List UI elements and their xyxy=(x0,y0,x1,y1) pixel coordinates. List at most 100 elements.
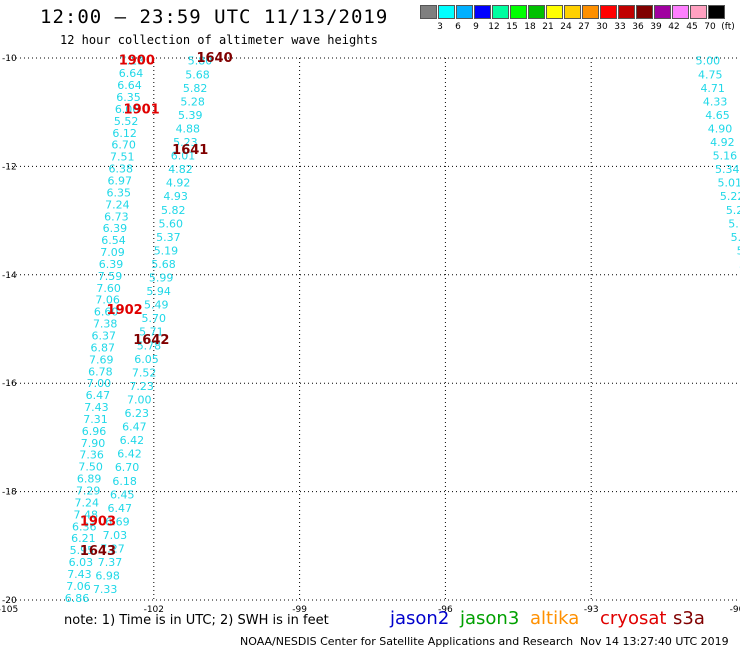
pass-time-label: 1900 xyxy=(119,54,155,69)
wave-height-label: 6.54 xyxy=(101,234,126,247)
wave-height-label: 5.49 xyxy=(144,299,169,312)
legend-swatch xyxy=(672,5,689,19)
legend-label: 12 xyxy=(488,22,500,32)
legend-swatch xyxy=(546,5,563,19)
wave-height-label: 5.82 xyxy=(161,204,186,217)
wave-height-label: 6.45 xyxy=(110,488,135,501)
wave-height-label: 7.09 xyxy=(100,246,125,259)
y-tick-label: -14 xyxy=(2,271,17,281)
legend-label: 30 xyxy=(596,22,608,32)
wave-height-label: 7.36 xyxy=(79,449,104,462)
wave-height-label: 4.65 xyxy=(705,109,730,122)
legend-swatch xyxy=(492,5,509,19)
legend-label: 33 xyxy=(614,22,626,32)
legend-swatch xyxy=(528,5,545,19)
x-tick-label: -99 xyxy=(292,605,307,615)
wave-height-label: 6.60 xyxy=(94,306,119,319)
legend-swatch xyxy=(564,5,581,19)
wave-height-label: 5.01 xyxy=(717,177,740,190)
wave-height-label: 5.68 xyxy=(151,258,176,271)
wave-height-label: 7.03 xyxy=(103,529,128,542)
wave-height-label: 5.80 xyxy=(188,55,213,68)
wave-height-label: 7.24 xyxy=(74,496,99,509)
color-legend xyxy=(420,5,726,19)
legend-label: 3 xyxy=(437,22,443,32)
legend-label: 39 xyxy=(650,22,662,32)
wave-height-label: 6.98 xyxy=(95,570,120,583)
wave-height-label: 5.00 xyxy=(696,55,721,68)
wave-height-label: 6.05 xyxy=(134,353,159,366)
wave-height-label: 6.39 xyxy=(99,258,124,271)
legend-swatch xyxy=(690,5,707,19)
wave-height-label: 4.75 xyxy=(698,68,723,81)
legend-label: (ft) xyxy=(721,22,735,32)
legend-label: 15 xyxy=(506,22,518,32)
wave-height-label: 7.69 xyxy=(89,353,114,366)
wave-height-label: 4.93 xyxy=(163,190,188,203)
legend-swatch xyxy=(438,5,455,19)
wave-height-label: 5.82 xyxy=(183,82,208,95)
satellite-label-s3a: s3a xyxy=(673,608,705,629)
y-tick-label: -20 xyxy=(2,596,17,606)
legend-label: 6 xyxy=(455,22,461,32)
wave-height-label: 5.19 xyxy=(154,244,179,257)
wave-height-label: 7.60 xyxy=(96,282,121,295)
wave-height-label: 5. xyxy=(737,244,740,257)
wave-height-label: 5.1 xyxy=(731,231,740,244)
wave-height-label: 5.28 xyxy=(180,95,205,108)
pass-time-label: 1640 xyxy=(196,51,232,66)
wave-height-label: 5.99 xyxy=(149,272,174,285)
wave-height-label: 6.12 xyxy=(112,127,137,140)
x-tick-label: -93 xyxy=(584,605,599,615)
wave-height-label: 7.00 xyxy=(87,377,112,390)
legend-swatch xyxy=(654,5,671,19)
wave-height-label: 6.37 xyxy=(91,330,116,343)
wave-height-label: 4.88 xyxy=(176,122,201,135)
wave-height-label: 5.94 xyxy=(146,285,171,298)
legend-swatch xyxy=(618,5,635,19)
wave-height-label: 6.89 xyxy=(77,473,102,486)
wave-height-label: 6.47 xyxy=(86,389,111,402)
y-tick-label: -10 xyxy=(2,54,17,64)
wave-height-label: 5.16 xyxy=(713,150,738,163)
wave-height-label: 7.43 xyxy=(84,401,109,414)
footer-note: note: 1) Time is in UTC; 2) SWH is in fe… xyxy=(64,613,329,628)
wave-height-label: 7.23 xyxy=(129,380,154,393)
wave-height-label: 7.24 xyxy=(105,198,130,211)
wave-height-label: 5.1 xyxy=(728,217,740,230)
wave-height-label: 4.92 xyxy=(166,177,191,190)
y-tick-label: -12 xyxy=(2,162,17,172)
legend-label: 18 xyxy=(524,22,536,32)
wave-height-label: 5.52 xyxy=(114,115,139,128)
pass-time-label: 1643 xyxy=(80,544,116,559)
chart-subtitle: 12 hour collection of altimeter wave hei… xyxy=(60,33,378,47)
wave-height-label: 6.21 xyxy=(71,532,96,545)
x-tick-label: -90 xyxy=(730,605,740,615)
wave-height-label: 5.2 xyxy=(726,204,740,217)
wave-height-label: 6.73 xyxy=(104,210,129,223)
wave-height-label: 5.60 xyxy=(159,217,184,230)
wave-height-label: 6.39 xyxy=(103,222,128,235)
legend-label: 36 xyxy=(632,22,644,32)
wave-height-label: 6.47 xyxy=(122,421,147,434)
satellite-label-jason3: jason3 xyxy=(460,608,520,629)
wave-height-label: 7.37 xyxy=(98,556,123,569)
wave-height-label: 5.95 xyxy=(70,544,95,557)
legend-label: 42 xyxy=(668,22,680,32)
wave-height-label: 6.97 xyxy=(108,174,133,187)
pass-time-label: 1903 xyxy=(80,514,116,529)
legend-swatch xyxy=(636,5,653,19)
y-tick-label: -18 xyxy=(2,488,17,498)
wave-height-label: 6.42 xyxy=(120,434,145,447)
wave-height-label: 6.35 xyxy=(107,186,132,199)
wave-height-label: 7.52 xyxy=(132,366,157,379)
wave-height-label: 6.70 xyxy=(115,461,140,474)
legend-swatch xyxy=(510,5,527,19)
pass-time-label: 1902 xyxy=(107,303,143,318)
y-tick-label: -16 xyxy=(2,379,17,389)
wave-height-label: 7.50 xyxy=(78,461,103,474)
x-tick-label: -96 xyxy=(438,605,453,615)
wave-height-label: 7.48 xyxy=(74,508,99,521)
wave-height-label: 7.33 xyxy=(93,583,118,596)
pass-time-label: 1641 xyxy=(172,143,208,158)
